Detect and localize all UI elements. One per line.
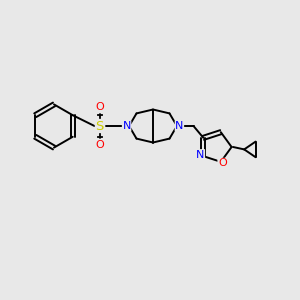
Text: O: O <box>95 140 104 150</box>
Text: O: O <box>95 102 104 112</box>
Text: S: S <box>95 119 104 133</box>
Text: O: O <box>218 158 227 168</box>
Text: N: N <box>122 121 131 131</box>
Text: N: N <box>175 121 184 131</box>
Text: N: N <box>196 150 205 160</box>
